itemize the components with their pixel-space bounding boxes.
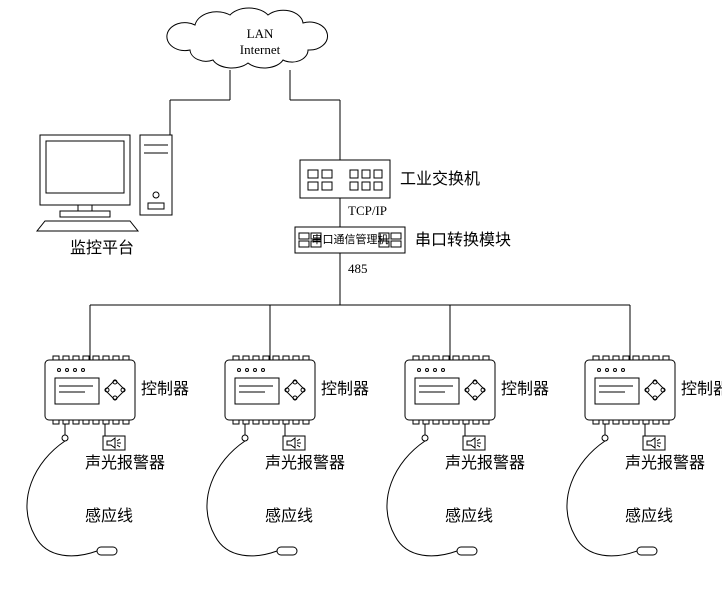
controller-unit-2: 控制器声光报警器感应线 [387,305,549,556]
controller-label: 控制器 [681,380,722,398]
link-switch-serial: TCP/IP [340,198,387,227]
switch-label: 工业交换机 [400,170,480,188]
industrial-switch: 工业交换机 [300,160,480,198]
cloud-label-2: Internet [240,42,281,57]
sensor-label: 感应线 [85,506,133,525]
controller-unit-0: 控制器声光报警器感应线 [27,305,189,556]
sensor-label: 感应线 [445,506,493,525]
protocol-tcpip-label: TCP/IP [348,203,387,218]
cloud: LANInternet [167,8,328,68]
controller-label: 控制器 [501,380,549,398]
pc-label: 监控平台 [70,239,134,257]
controller-label: 控制器 [321,380,369,398]
alarm-label: 声光报警器 [265,454,345,472]
cloud-label-1: LAN [247,26,274,41]
alarm-label: 声光报警器 [85,454,165,472]
controller-unit-3: 控制器声光报警器感应线 [567,305,722,556]
protocol-485-label: 485 [348,261,368,276]
controller-unit-1: 控制器声光报警器感应线 [207,305,369,556]
pc: 监控平台 [37,135,172,257]
serial-converter: 串口通信管理机 串口转换模块 [295,227,511,253]
bus-485: 485 [90,253,630,305]
serial-label: 串口转换模块 [415,231,511,249]
alarm-label: 声光报警器 [625,454,705,472]
controller-label: 控制器 [141,380,189,398]
serial-inner-label: 串口通信管理机 [312,232,389,246]
cloud-links [170,70,340,160]
alarm-label: 声光报警器 [445,454,525,472]
sensor-label: 感应线 [625,506,673,525]
sensor-label: 感应线 [265,506,313,525]
